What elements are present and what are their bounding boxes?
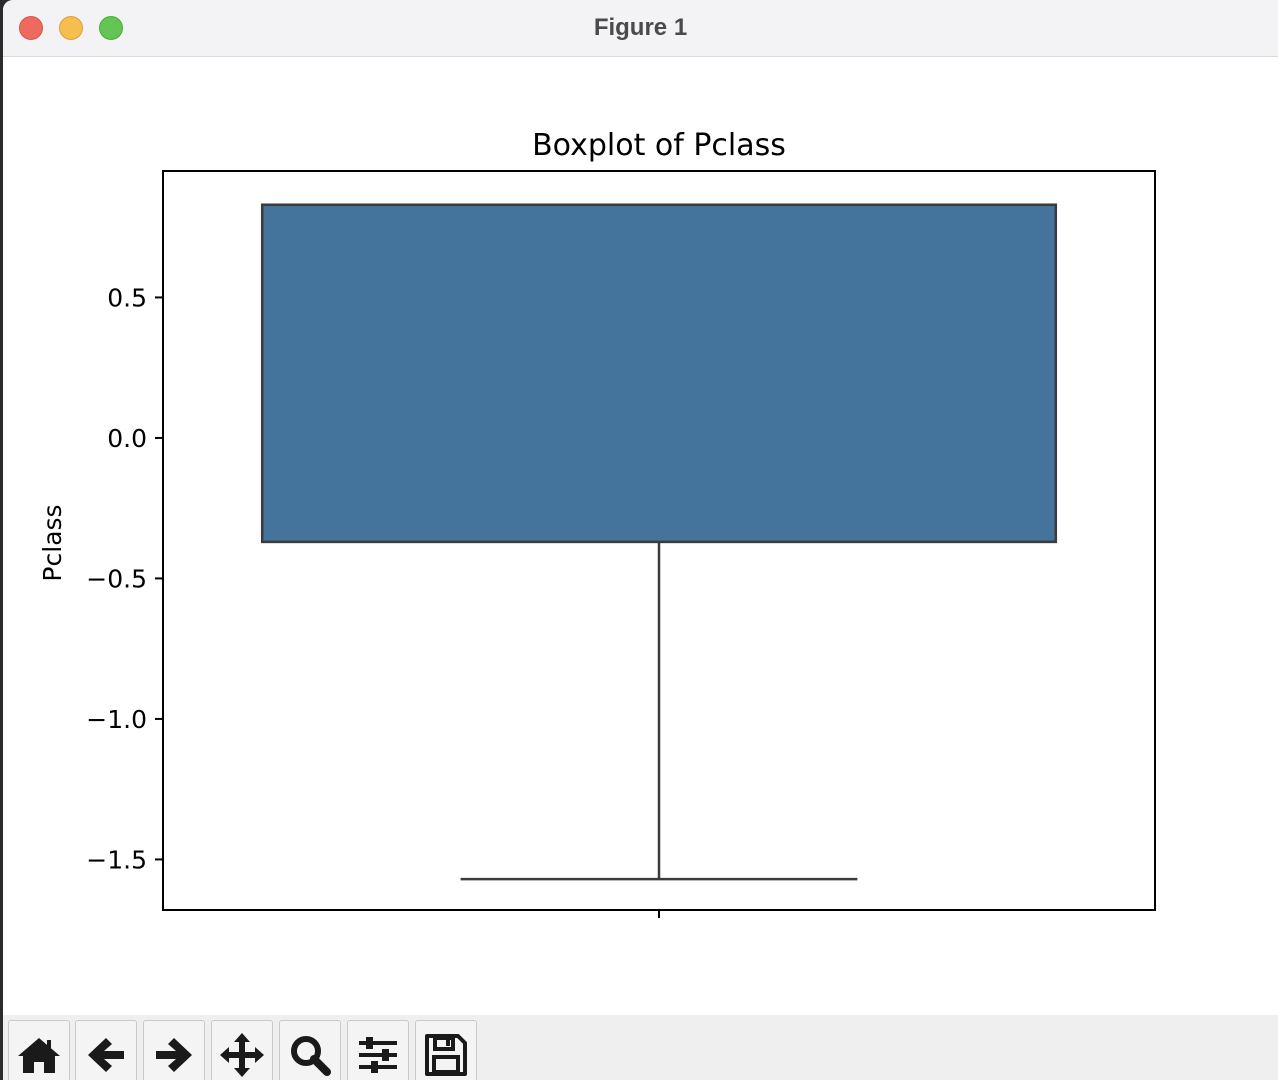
chart-title: Boxplot of Pclass [532, 128, 786, 163]
y-tick-label: 0.5 [107, 283, 147, 312]
home-icon [18, 1038, 60, 1073]
forward-button[interactable] [143, 1020, 205, 1080]
window-title: Figure 1 [593, 14, 688, 41]
configure-subplots-button[interactable] [347, 1020, 409, 1080]
close-window-button[interactable] [19, 16, 43, 40]
back-button[interactable] [75, 1020, 137, 1080]
y-tick-label: −1.5 [86, 845, 147, 874]
y-axis-ticks: 0.5 0.0 −0.5 −1.0 −1.5 [86, 283, 660, 918]
zoom-window-button[interactable] [99, 16, 123, 40]
zoom-magnifier-icon [291, 1036, 331, 1076]
save-button[interactable] [415, 1020, 477, 1080]
y-axis-label: Pclass [38, 504, 67, 581]
back-arrow-icon [88, 1038, 124, 1072]
configure-subplots-icon [359, 1037, 397, 1073]
figure-window: Figure 1 Boxplot of Pclass Pclass 0.5 0.0… [3, 0, 1278, 1080]
minimize-window-button[interactable] [59, 16, 83, 40]
title-bar: Figure 1 [3, 0, 1278, 57]
y-tick-label: 0.0 [107, 424, 147, 453]
zoom-button[interactable] [279, 1020, 341, 1080]
forward-arrow-icon [156, 1038, 192, 1072]
home-button[interactable] [8, 1020, 70, 1080]
y-tick-label: −1.0 [86, 705, 147, 734]
save-figure-icon [425, 1034, 467, 1076]
axes-frame [162, 170, 1156, 911]
box-group [260, 203, 1058, 881]
navigation-toolbar [3, 1015, 1278, 1080]
pan-button[interactable] [211, 1020, 273, 1080]
figure-canvas: Boxplot of Pclass Pclass 0.5 0.0 −0.5 −1.0 −… [3, 57, 1278, 1015]
y-tick-label: −0.5 [86, 564, 147, 593]
boxplot-chart: Boxplot of Pclass Pclass 0.5 0.0 −0.5 −1.0 −… [38, 128, 1156, 918]
iqr-box [260, 203, 1058, 544]
pan-move-icon [220, 1033, 264, 1077]
